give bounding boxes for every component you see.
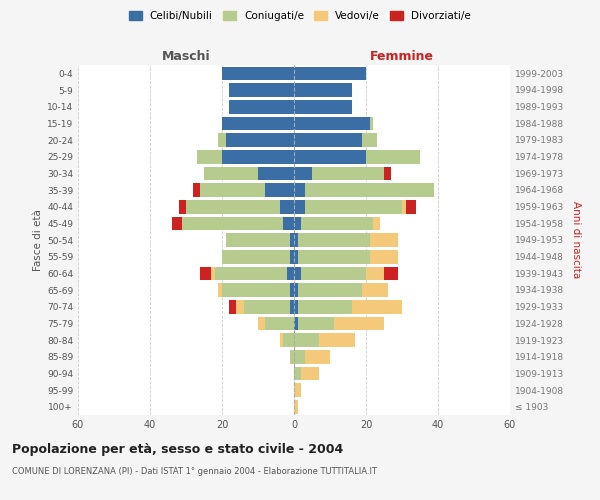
Bar: [290, 283, 294, 297]
Bar: [370, 233, 398, 247]
Bar: [222, 66, 294, 80]
Bar: [222, 116, 294, 130]
Bar: [301, 366, 319, 380]
Bar: [294, 116, 370, 130]
Text: Femmine: Femmine: [370, 50, 434, 62]
Bar: [312, 166, 384, 180]
Bar: [362, 133, 377, 147]
Bar: [294, 150, 366, 164]
Bar: [366, 150, 420, 164]
Legend: Celibi/Nubili, Coniugati/e, Vedovi/e, Divorziati/e: Celibi/Nubili, Coniugati/e, Vedovi/e, Di…: [126, 8, 474, 24]
Bar: [301, 216, 373, 230]
Bar: [294, 216, 301, 230]
Bar: [294, 250, 298, 264]
Bar: [294, 366, 301, 380]
Bar: [334, 316, 384, 330]
Bar: [305, 350, 330, 364]
Bar: [265, 316, 294, 330]
Bar: [370, 250, 398, 264]
Bar: [258, 166, 294, 180]
Bar: [319, 333, 355, 347]
Bar: [298, 300, 352, 314]
Bar: [294, 400, 298, 413]
Text: Popolazione per età, sesso e stato civile - 2004: Popolazione per età, sesso e stato civil…: [12, 442, 343, 456]
Bar: [290, 300, 294, 314]
Bar: [294, 350, 305, 364]
Text: Maschi: Maschi: [161, 50, 211, 62]
Bar: [294, 283, 298, 297]
Bar: [200, 183, 265, 197]
Bar: [298, 250, 370, 264]
Bar: [218, 133, 226, 147]
Text: COMUNE DI LORENZANA (PI) - Dati ISTAT 1° gennaio 2004 - Elaborazione TUTTITALIA.: COMUNE DI LORENZANA (PI) - Dati ISTAT 1°…: [12, 468, 377, 476]
Bar: [384, 266, 398, 280]
Bar: [211, 266, 215, 280]
Bar: [229, 100, 294, 114]
Y-axis label: Fasce di età: Fasce di età: [33, 209, 43, 271]
Bar: [298, 233, 370, 247]
Bar: [352, 300, 402, 314]
Bar: [305, 200, 402, 213]
Bar: [290, 350, 294, 364]
Bar: [287, 266, 294, 280]
Bar: [193, 183, 200, 197]
Bar: [402, 200, 406, 213]
Bar: [294, 316, 298, 330]
Y-axis label: Anni di nascita: Anni di nascita: [571, 202, 581, 278]
Bar: [294, 200, 305, 213]
Bar: [294, 166, 312, 180]
Bar: [218, 283, 222, 297]
Bar: [366, 266, 384, 280]
Bar: [290, 233, 294, 247]
Bar: [258, 316, 265, 330]
Bar: [294, 333, 319, 347]
Bar: [294, 266, 301, 280]
Bar: [200, 266, 211, 280]
Bar: [222, 150, 294, 164]
Bar: [226, 233, 290, 247]
Bar: [229, 83, 294, 97]
Bar: [229, 300, 236, 314]
Bar: [222, 250, 290, 264]
Bar: [280, 333, 283, 347]
Bar: [294, 300, 298, 314]
Bar: [370, 116, 373, 130]
Bar: [182, 216, 283, 230]
Bar: [244, 300, 290, 314]
Bar: [265, 183, 294, 197]
Bar: [294, 383, 301, 397]
Bar: [290, 250, 294, 264]
Bar: [226, 133, 294, 147]
Bar: [294, 83, 352, 97]
Bar: [283, 333, 294, 347]
Bar: [222, 283, 290, 297]
Bar: [172, 216, 182, 230]
Bar: [298, 316, 334, 330]
Bar: [215, 266, 287, 280]
Bar: [283, 216, 294, 230]
Bar: [384, 166, 391, 180]
Bar: [294, 233, 298, 247]
Bar: [294, 66, 366, 80]
Bar: [294, 133, 362, 147]
Bar: [186, 200, 280, 213]
Bar: [204, 166, 258, 180]
Bar: [236, 300, 244, 314]
Bar: [179, 200, 186, 213]
Bar: [298, 283, 362, 297]
Bar: [301, 266, 366, 280]
Bar: [294, 100, 352, 114]
Bar: [362, 283, 388, 297]
Bar: [406, 200, 416, 213]
Bar: [373, 216, 380, 230]
Bar: [280, 200, 294, 213]
Bar: [197, 150, 222, 164]
Bar: [294, 183, 305, 197]
Bar: [305, 183, 434, 197]
